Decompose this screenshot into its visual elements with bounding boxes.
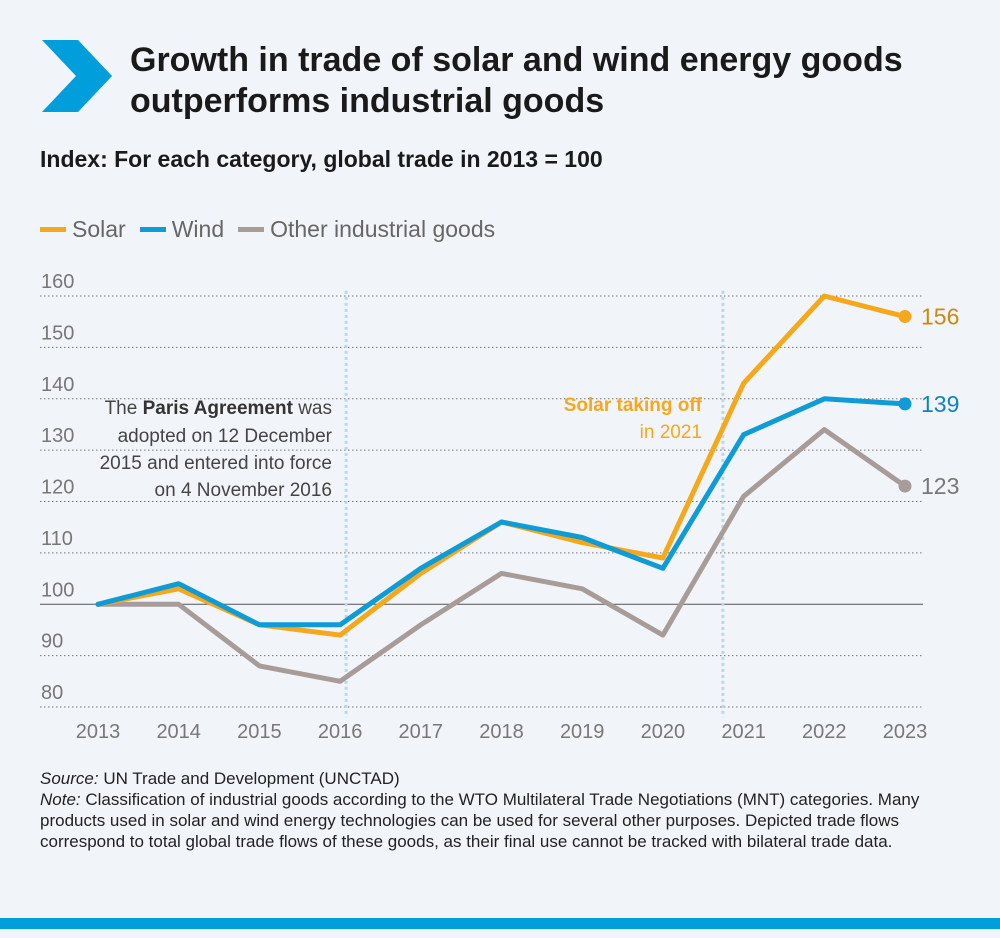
footer: Source: UN Trade and Development (UNCTAD…: [40, 768, 960, 852]
y-tick-label-100: 100: [41, 579, 74, 601]
y-tick-label-110: 110: [41, 528, 73, 550]
series-line-other: [95, 427, 908, 684]
chart-title: Growth in trade of solar and wind energy…: [130, 41, 903, 120]
note-label: Note:: [40, 790, 81, 809]
y-tick-label-160: 160: [41, 271, 74, 293]
note-text: Classification of industrial goods accor…: [40, 790, 920, 851]
x-tick-label-2013: 2013: [76, 721, 121, 743]
chevron-right-icon: [42, 40, 112, 112]
paris-line-1: The Paris Agreement was: [105, 398, 332, 419]
paris-fragment: The: [105, 398, 143, 419]
source-text: UN Trade and Development (UNCTAD): [98, 769, 400, 788]
end-dot-other: [898, 479, 912, 493]
y-tick-label-80: 80: [41, 682, 63, 704]
chart-legend: Solar Wind Other industrial goods: [40, 214, 509, 244]
y-tick-label-90: 90: [41, 631, 63, 653]
paris-fragment: was: [293, 398, 332, 419]
legend-item-solar: Solar: [40, 216, 126, 243]
paris-annotation: The Paris Agreement was adopted on 12 Dec…: [100, 398, 333, 501]
source-line: Source: UN Trade and Development (UNCTAD…: [40, 768, 960, 789]
x-tick-label-2015: 2015: [237, 721, 282, 743]
bottom-accent-bar: [0, 918, 1000, 929]
x-tick-label-2017: 2017: [399, 721, 444, 743]
line-chart: 80 90 100 110 120 130 140 150 160 2013 2014 2015 201…: [40, 271, 959, 743]
x-tick-label-2016: 2016: [318, 721, 363, 743]
y-tick-label-150: 150: [41, 322, 74, 344]
legend-swatch-solar: [40, 226, 66, 232]
note-line: Note: Classification of industrial goods…: [40, 789, 960, 852]
y-tick-label-120: 120: [41, 477, 74, 499]
legend-item-other: Other industrial goods: [238, 216, 495, 243]
paris-line-3: 2015 and entered into force: [100, 453, 332, 474]
x-tick-label-2023: 2023: [883, 721, 928, 743]
y-tick-label-140: 140: [41, 374, 74, 396]
paris-line-4: on 4 November 2016: [155, 480, 332, 501]
x-tick-label-2019: 2019: [560, 721, 605, 743]
x-tick-label-2021: 2021: [721, 721, 766, 743]
legend-label-other: Other industrial goods: [270, 215, 496, 242]
x-tick-label-2022: 2022: [802, 721, 847, 743]
paris-agreement-bold: Paris Agreement: [143, 398, 294, 419]
solar-takeoff-title: Solar taking off: [564, 395, 703, 416]
y-tick-label-130: 130: [41, 425, 74, 447]
header: Growth in trade of solar and wind energy…: [40, 40, 980, 120]
legend-swatch-other: [238, 226, 265, 232]
end-label-wind: 139: [921, 391, 959, 417]
solar-takeoff-subtitle: in 2021: [640, 422, 702, 443]
legend-label-solar: Solar: [72, 215, 126, 242]
end-dot-solar: [898, 310, 912, 324]
legend-swatch-wind: [139, 226, 166, 232]
chart-subtitle: Index: For each category, global trade i…: [40, 146, 603, 172]
legend-label-wind: Wind: [171, 215, 225, 242]
x-tick-label-2014: 2014: [156, 721, 201, 743]
x-tick-label-2018: 2018: [479, 721, 524, 743]
end-label-solar: 156: [921, 304, 959, 330]
end-label-other: 123: [921, 473, 959, 499]
legend-item-wind: Wind: [139, 215, 225, 243]
source-label: Source:: [40, 769, 99, 788]
series-line-wind: [95, 396, 908, 628]
x-tick-label-2020: 2020: [641, 721, 686, 743]
end-dot-wind: [898, 397, 912, 411]
paris-line-2: adopted on 12 December: [118, 426, 333, 447]
